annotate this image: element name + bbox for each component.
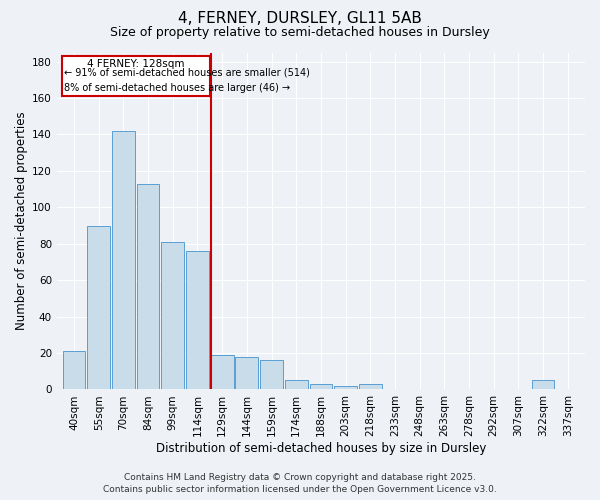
Text: ← 91% of semi-detached houses are smaller (514): ← 91% of semi-detached houses are smalle…: [64, 68, 310, 78]
Text: 4, FERNEY, DURSLEY, GL11 5AB: 4, FERNEY, DURSLEY, GL11 5AB: [178, 11, 422, 26]
Text: Contains HM Land Registry data © Crown copyright and database right 2025.
Contai: Contains HM Land Registry data © Crown c…: [103, 473, 497, 494]
Bar: [310, 384, 332, 390]
Bar: [112, 131, 135, 390]
Bar: [186, 251, 209, 390]
Bar: [137, 184, 160, 390]
Text: 8% of semi-detached houses are larger (46) →: 8% of semi-detached houses are larger (4…: [64, 83, 290, 93]
Bar: [161, 242, 184, 390]
Bar: [235, 356, 258, 390]
X-axis label: Distribution of semi-detached houses by size in Dursley: Distribution of semi-detached houses by …: [156, 442, 486, 455]
Bar: [211, 355, 233, 390]
Text: 4 FERNEY: 128sqm: 4 FERNEY: 128sqm: [87, 59, 184, 69]
Y-axis label: Number of semi-detached properties: Number of semi-detached properties: [15, 112, 28, 330]
Bar: [260, 360, 283, 390]
Bar: [63, 351, 85, 390]
FancyBboxPatch shape: [62, 56, 209, 96]
Bar: [285, 380, 308, 390]
Text: Size of property relative to semi-detached houses in Dursley: Size of property relative to semi-detach…: [110, 26, 490, 39]
Bar: [334, 386, 357, 390]
Bar: [532, 380, 554, 390]
Bar: [359, 384, 382, 390]
Bar: [88, 226, 110, 390]
